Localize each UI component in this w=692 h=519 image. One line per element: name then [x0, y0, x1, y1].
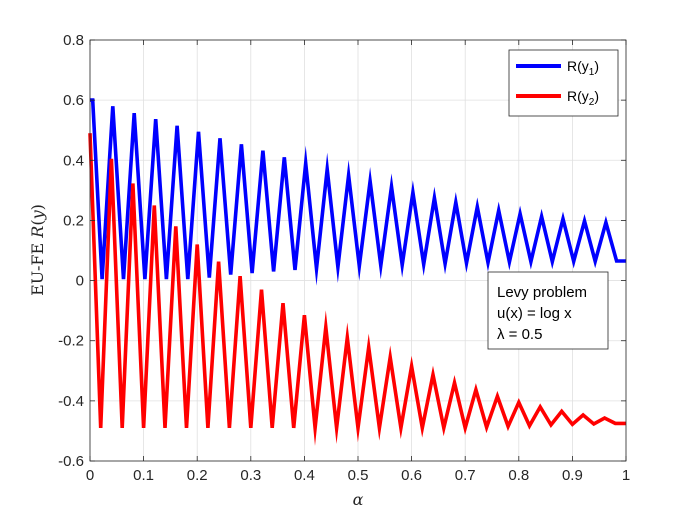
y-tick-label: 0.6 — [63, 92, 84, 109]
series-layer — [88, 98, 626, 446]
annotation-line-3: λ = 0.5 — [497, 326, 542, 343]
x-tick-label: 0.4 — [294, 467, 315, 484]
series-line-1 — [90, 98, 626, 286]
x-tick-label: 0.3 — [240, 467, 261, 484]
x-tick-label: 0.2 — [187, 467, 208, 484]
ticks — [89, 39, 627, 462]
y-tick-label: 0.8 — [63, 32, 84, 49]
y-tick-label: -0.2 — [58, 333, 84, 350]
legend-box — [508, 49, 619, 117]
y-tick-label: 0.4 — [63, 152, 84, 169]
annotation: Levy problem u(x) = log x λ = 0.5 — [487, 271, 609, 350]
annotation-line-1: Levy problem — [497, 284, 587, 301]
x-tick-label: 0.1 — [133, 467, 154, 484]
annotation-line-2: u(x) = log x — [497, 305, 572, 322]
x-tick-label: 0.7 — [455, 467, 476, 484]
legend: R(y1) R(y2) — [508, 49, 619, 117]
x-tick-label: 0.6 — [401, 467, 422, 484]
annotation-box — [487, 271, 609, 350]
x-tick-label: 0.5 — [348, 467, 369, 484]
tick-labels: 0 0.1 0.2 0.3 0.4 0.5 0.6 0.7 0.8 0.9 1 -0.6 -0.4 -0.… — [58, 32, 630, 484]
x-axis-label: α — [353, 490, 364, 509]
x-tick-label: 0 — [86, 467, 94, 484]
y-tick-label: -0.4 — [58, 393, 84, 410]
y-axis-label: EU-FE R(y) — [28, 204, 47, 296]
x-tick-label: 0.9 — [562, 467, 583, 484]
x-tick-label: 0.8 — [508, 467, 529, 484]
series-line-2 — [88, 133, 626, 446]
y-tick-label: 0 — [76, 273, 84, 290]
y-tick-label: -0.6 — [58, 453, 84, 470]
y-tick-label: 0.2 — [63, 212, 84, 229]
x-tick-label: 1 — [622, 467, 630, 484]
